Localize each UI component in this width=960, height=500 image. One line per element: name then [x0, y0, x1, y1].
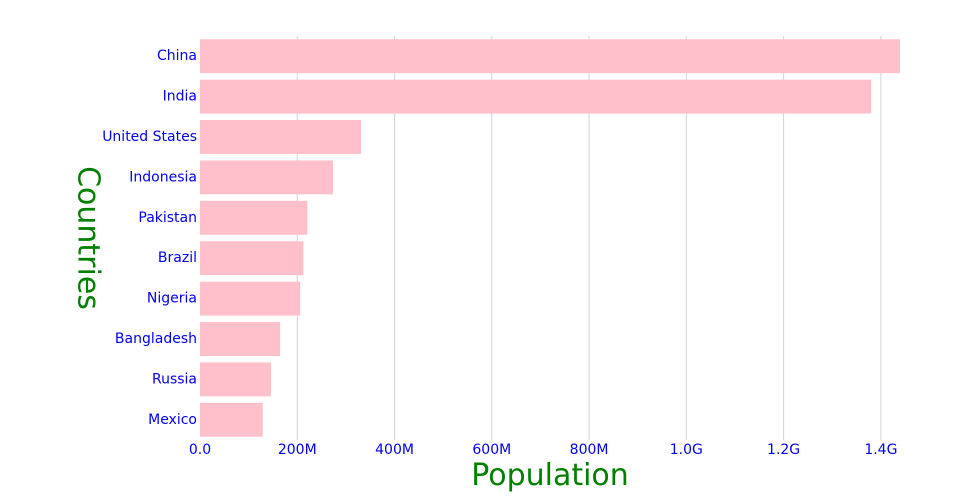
y-tick-label: Russia	[152, 371, 197, 387]
x-tick-labels: 0.0 200M 400M 600M 800M 1.0G 1.2G 1.4G	[189, 442, 898, 458]
bar-russia[interactable]	[200, 362, 271, 397]
y-tick-label: Bangladesh	[115, 331, 197, 347]
bar-nigeria[interactable]	[200, 281, 301, 316]
bar-mexico[interactable]	[200, 402, 263, 437]
y-tick-label: Indonesia	[129, 169, 197, 185]
bar-brazil[interactable]	[200, 241, 304, 276]
bar-bangladesh[interactable]	[200, 322, 281, 356]
y-tick-label: China	[157, 48, 197, 64]
bar-india[interactable]	[200, 79, 872, 114]
bar-pakistan[interactable]	[200, 200, 308, 235]
y-tick-label: Brazil	[158, 250, 197, 266]
bar-indonesia[interactable]	[200, 160, 334, 195]
x-tick-label: 1.2G	[767, 442, 800, 458]
x-tick-label: 200M	[278, 442, 317, 458]
x-tick-label: 1.0G	[670, 442, 703, 458]
bars	[200, 39, 900, 437]
y-tick-label: Mexico	[148, 412, 197, 428]
x-tick-label: 800M	[570, 442, 609, 458]
x-tick-label: 1.4G	[864, 442, 897, 458]
y-tick-label: Nigeria	[147, 291, 197, 307]
y-tick-label: Pakistan	[138, 210, 197, 226]
bar-china[interactable]	[200, 39, 900, 74]
x-axis-title: Population	[471, 458, 629, 493]
y-tick-label: India	[163, 89, 197, 105]
y-tick-labels: China India United States Indonesia Pakistan…	[102, 48, 197, 428]
x-tick-label: 400M	[375, 442, 414, 458]
bar-united-states[interactable]	[200, 120, 361, 154]
y-axis-title: Countries	[71, 166, 106, 310]
y-tick-label: United States	[102, 129, 197, 145]
x-tick-label: 0.0	[189, 442, 211, 458]
x-tick-label: 600M	[472, 442, 511, 458]
